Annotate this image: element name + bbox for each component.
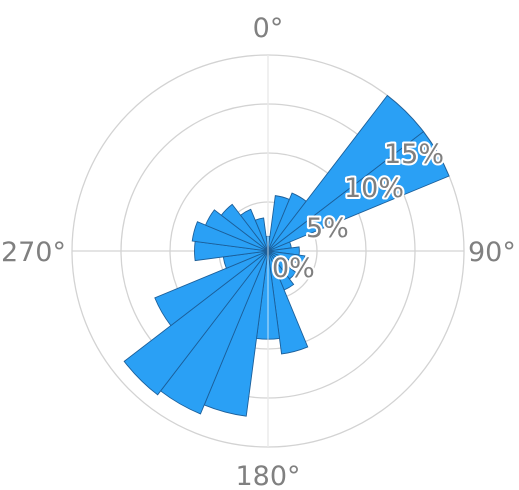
bars-layer <box>123 94 450 417</box>
bar-240deg <box>154 250 269 327</box>
radial-label-5: 5% <box>306 213 349 244</box>
bar-165deg <box>267 250 309 355</box>
angle-label-north: 0° <box>253 13 284 44</box>
bar-330deg <box>239 208 269 252</box>
radial-labels: 0% 5% 10% 15% <box>270 137 446 286</box>
radial-label-15: 15% <box>384 139 444 170</box>
bar-285deg <box>191 221 269 252</box>
bar-315deg <box>220 203 269 252</box>
angle-label-east: 90° <box>468 237 516 268</box>
angle-label-west: 270° <box>1 237 66 268</box>
bar-225deg <box>123 250 269 396</box>
bar-300deg <box>204 209 269 252</box>
radial-label-10: 10% <box>344 173 404 204</box>
angle-labels: 0° 90° 180° 270° <box>1 13 516 490</box>
radial-label-0: 0% <box>272 253 315 284</box>
bar-60deg <box>267 131 450 252</box>
bar-345deg <box>254 217 269 252</box>
angle-label-south: 180° <box>235 461 300 490</box>
